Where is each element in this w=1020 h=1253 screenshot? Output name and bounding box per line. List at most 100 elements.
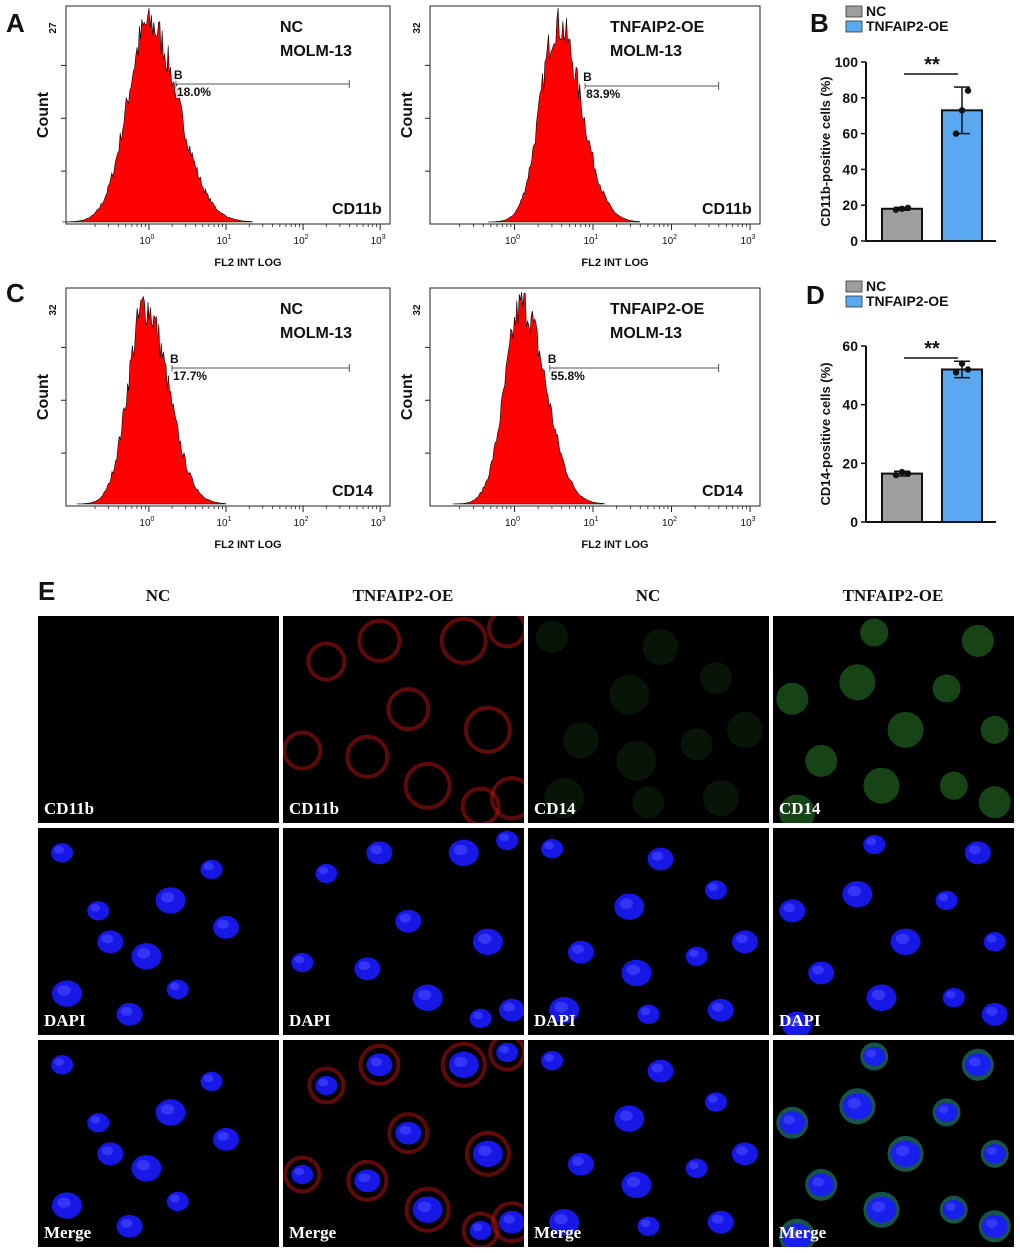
y-tick-label: 40 [842, 161, 858, 177]
histogram-shape [76, 295, 227, 505]
membrane-stain [307, 1066, 346, 1105]
gate-label-bg [546, 352, 561, 365]
nucleus-highlight [847, 1097, 862, 1109]
significance-mark: ** [924, 338, 940, 360]
membrane-stain [346, 1159, 389, 1202]
cytoplasm-stain [544, 778, 585, 819]
x-axis-label: FL2 INT LOG [214, 539, 281, 551]
x-tick-label: 101 [583, 234, 598, 247]
x-tick-label: 100 [505, 234, 520, 247]
gate-percent: 17.7% [173, 369, 207, 383]
cytoplasm-stain [726, 711, 763, 748]
legend-swatch [845, 5, 863, 18]
marker-label: CD14 [332, 483, 373, 500]
membrane-stain [387, 1112, 430, 1155]
nucleus-highlight [358, 961, 371, 971]
bar-tnfaip2-oe [941, 368, 983, 524]
data-point [898, 205, 906, 212]
nucleus-highlight [554, 1213, 568, 1225]
nucleus-highlight [787, 1228, 801, 1239]
nucleus-highlight [619, 1110, 633, 1121]
data-point [958, 360, 966, 367]
micrograph-tile: CD14 [528, 616, 769, 823]
panel-letter-d: D [806, 280, 825, 310]
membrane-stain [464, 1130, 511, 1177]
y-axis-label: CD11b-positive cells (%) [818, 76, 833, 226]
percent-bg [175, 86, 216, 98]
y-tick-label: 20 [842, 197, 858, 213]
legend-label: NC [866, 3, 886, 19]
micrograph-tile: CD11b [283, 616, 524, 823]
cytoplasm-stain [932, 674, 961, 703]
micrograph-tile: DAPI [528, 828, 769, 1035]
y-tick-label: 60 [842, 338, 858, 354]
micrograph-image [51, 1055, 239, 1238]
nucleus-highlight [985, 1218, 998, 1228]
nucleus-highlight [711, 1002, 724, 1012]
y-axis-label: Count [35, 373, 52, 420]
nucleus-highlight [136, 948, 151, 959]
nucleus-highlight [871, 989, 886, 1000]
tile-label: Merge [289, 1223, 337, 1242]
membrane-stain [460, 786, 501, 823]
micrograph-tile: Merge [38, 1040, 279, 1247]
nucleus-highlight [736, 1146, 748, 1156]
cytoplasm-stain [702, 780, 739, 817]
nucleus-highlight [318, 1078, 329, 1087]
x-tick-label: 102 [294, 234, 309, 247]
data-point [904, 204, 912, 212]
histogram-shape [62, 7, 253, 223]
data-point [952, 369, 960, 376]
nucleus-highlight [708, 883, 718, 891]
y-axis-label: Count [399, 373, 416, 420]
nucleus-highlight [895, 933, 910, 945]
data-point [958, 107, 966, 114]
micrograph-image [283, 1040, 524, 1247]
legend-swatch [845, 20, 863, 33]
nucleus-highlight [866, 1049, 877, 1058]
nucleus-highlight [90, 1115, 101, 1124]
micrograph-image [779, 834, 1008, 1035]
x-tick-label: 102 [294, 516, 309, 529]
histogram-A-oe: 100 101 102 103 32 Count FL2 INT LOG B 83.9% TNFA… [399, 5, 761, 269]
nucleus-highlight [619, 898, 633, 909]
nucleus-highlight [57, 1197, 71, 1208]
tile-label: CD14 [779, 799, 821, 818]
nucleus-highlight [711, 1214, 724, 1224]
nucleus-highlight [985, 1006, 998, 1016]
cytoplasm-stain [699, 662, 732, 695]
cytoplasm-stain [860, 618, 889, 647]
nucleus-highlight [370, 845, 383, 855]
x-tick-label: 100 [139, 234, 154, 247]
cell-line-label: MOLM-13 [610, 325, 682, 342]
nucleus-highlight [626, 964, 641, 976]
y-axis-label: Count [35, 91, 52, 138]
group-label: TNFAIP2-OE [610, 19, 705, 36]
nucleus-highlight [169, 982, 180, 991]
percent-bg [585, 88, 626, 100]
marker-label: CD14 [702, 483, 743, 500]
nucleus-highlight [370, 1057, 383, 1067]
tile-label: Merge [779, 1223, 827, 1242]
nucleus-highlight [57, 985, 71, 996]
y-max-label: 32 [412, 304, 423, 316]
gate-label: B [548, 352, 557, 366]
nucleus-highlight [783, 903, 796, 913]
cytoplasm-stain [776, 682, 809, 715]
col-header-1: NC [145, 586, 171, 605]
nucleus-highlight [294, 955, 305, 964]
nucleus-highlight [294, 1167, 305, 1176]
histogram-C-nc: 100 101 102 103 32 Count FL2 INT LOG B 17.7% NC MO… [35, 287, 391, 551]
col-header-3: NC [635, 586, 661, 605]
membrane-stain [345, 734, 390, 779]
nucleus-highlight [417, 989, 432, 1000]
col-header-2: TNFAIP2-OE [352, 586, 454, 605]
nucleus-highlight [986, 935, 997, 943]
x-axis-label: FL2 INT LOG [581, 257, 648, 269]
membrane-stain [489, 776, 524, 821]
gate-label-bg [172, 68, 187, 81]
y-tick-label: 0 [850, 233, 858, 249]
marker-label: CD11b [332, 201, 382, 218]
cytoplasm-stain [863, 767, 900, 804]
